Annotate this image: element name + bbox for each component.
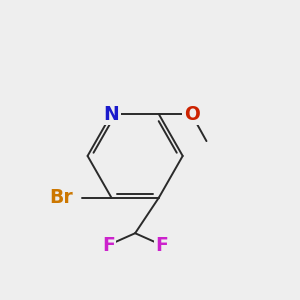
Text: F: F	[155, 236, 168, 255]
Text: N: N	[103, 105, 119, 124]
Text: O: O	[184, 105, 200, 124]
Text: Br: Br	[49, 188, 73, 207]
Text: F: F	[102, 236, 115, 255]
